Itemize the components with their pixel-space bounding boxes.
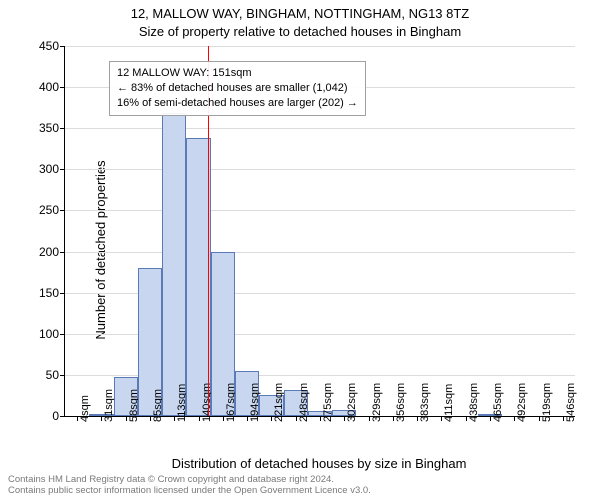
x-tick-mark [126,416,127,421]
plot-area: 0501001502002503003504004504sqm31sqm58sq… [64,46,575,417]
x-tick-label: 329sqm [371,383,383,422]
x-axis-label: Distribution of detached houses by size … [64,456,574,471]
footer-attribution: Contains HM Land Registry data © Crown c… [8,475,371,497]
y-tick-label: 400 [39,80,59,94]
y-tick-label: 0 [52,409,59,423]
x-tick-mark [539,416,540,421]
y-tick-label: 150 [39,286,59,300]
x-tick-mark [150,416,151,421]
y-tick-label: 450 [39,39,59,53]
histogram-bar [162,113,186,416]
histogram-bar [186,138,210,416]
y-tick-mark [60,416,65,417]
chart-title-address: 12, MALLOW WAY, BINGHAM, NOTTINGHAM, NG1… [0,6,600,21]
y-tick-mark [60,169,65,170]
y-tick-mark [60,375,65,376]
x-tick-mark [563,416,564,421]
annotation-box: 12 MALLOW WAY: 151sqm ← 83% of detached … [109,61,366,116]
x-tick-mark [320,416,321,421]
x-tick-mark [199,416,200,421]
x-tick-label: 248sqm [298,383,310,422]
x-tick-label: 4sqm [79,395,91,422]
chart-subtitle: Size of property relative to detached ho… [0,24,600,39]
y-tick-label: 300 [39,162,59,176]
x-tick-mark [77,416,78,421]
x-tick-label: 546sqm [565,383,577,422]
y-tick-mark [60,87,65,88]
y-tick-mark [60,293,65,294]
y-tick-label: 350 [39,121,59,135]
x-tick-mark [247,416,248,421]
gridline [65,128,575,129]
annotation-line: 16% of semi-detached houses are larger (… [117,96,358,111]
chart-container: 12, MALLOW WAY, BINGHAM, NOTTINGHAM, NG1… [0,0,600,500]
y-tick-label: 200 [39,245,59,259]
x-tick-label: 519sqm [541,383,553,422]
y-tick-label: 250 [39,203,59,217]
x-tick-mark [466,416,467,421]
x-tick-label: 356sqm [395,383,407,422]
x-tick-mark [393,416,394,421]
y-tick-mark [60,252,65,253]
x-tick-label: 411sqm [443,384,455,422]
y-tick-label: 100 [39,327,59,341]
x-tick-mark [223,416,224,421]
x-tick-label: 383sqm [419,383,431,422]
x-tick-mark [490,416,491,421]
x-tick-mark [369,416,370,421]
x-tick-label: 465sqm [492,383,504,422]
y-tick-mark [60,128,65,129]
x-tick-label: 275sqm [322,383,334,422]
y-tick-mark [60,210,65,211]
gridline [65,46,575,47]
x-tick-mark [296,416,297,421]
y-tick-mark [60,46,65,47]
y-tick-mark [60,334,65,335]
x-tick-mark [417,416,418,421]
annotation-line: 12 MALLOW WAY: 151sqm [117,66,358,81]
footer-line: Contains public sector information licen… [8,486,371,497]
gridline [65,210,575,211]
y-tick-label: 50 [46,368,59,382]
x-tick-label: 302sqm [346,383,358,422]
x-tick-label: 492sqm [516,383,528,422]
gridline [65,252,575,253]
annotation-line: ← 83% of detached houses are smaller (1,… [117,81,358,96]
gridline [65,169,575,170]
x-tick-label: 438sqm [468,383,480,422]
